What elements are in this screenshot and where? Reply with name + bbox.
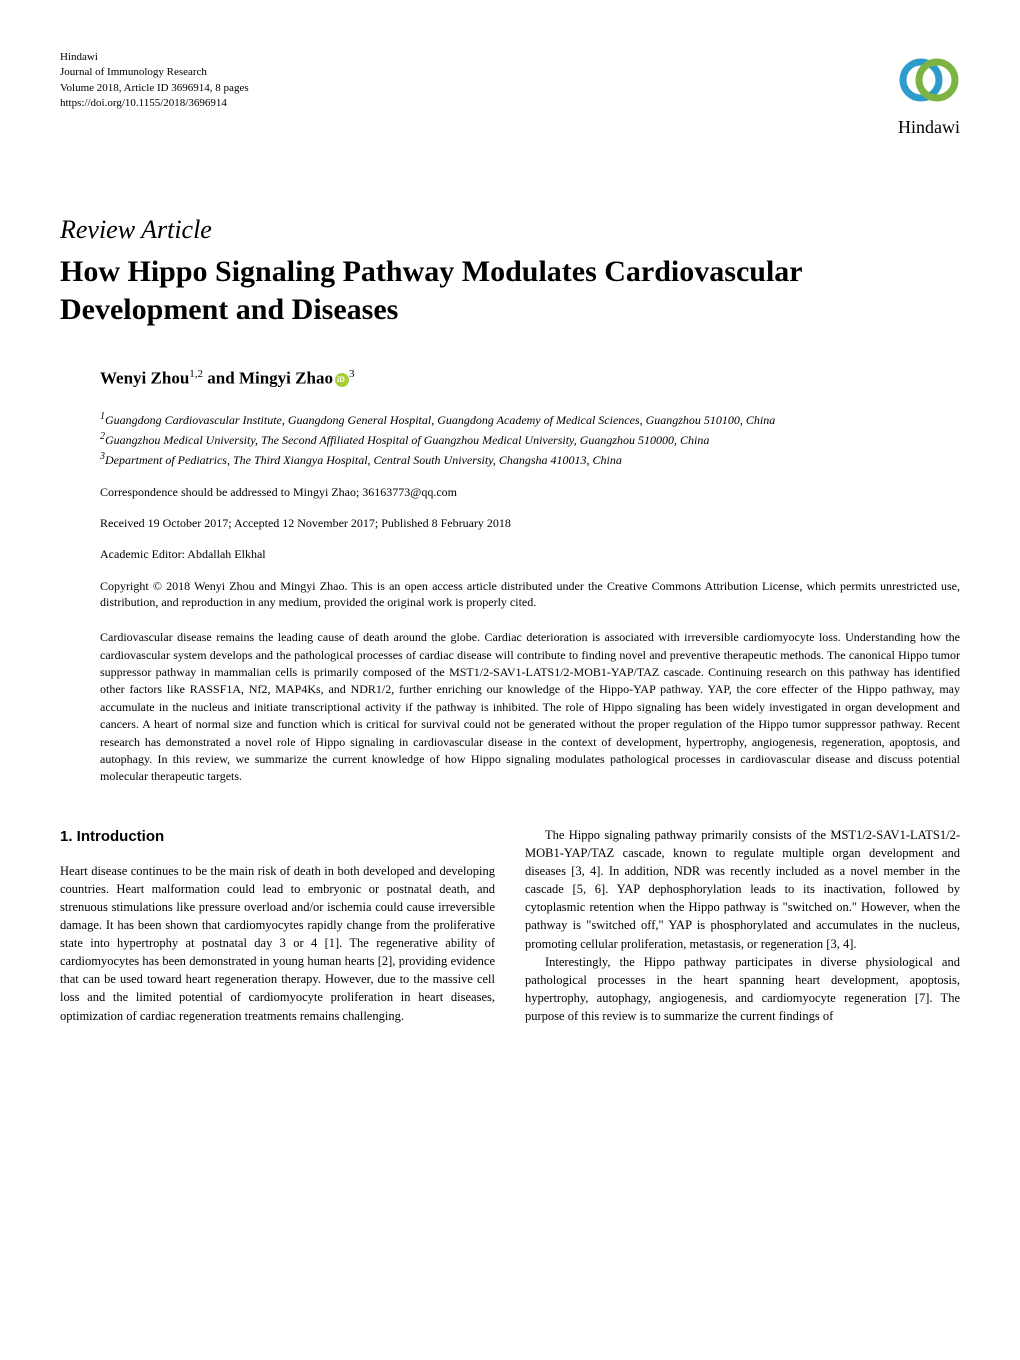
article-type: Review Article [60,215,960,245]
right-column: The Hippo signaling pathway primarily co… [525,826,960,1025]
publisher-name: Hindawi [60,50,960,65]
section-heading: 1. Introduction [60,826,495,848]
orcid-icon [335,373,349,387]
academic-editor: Academic Editor: Abdallah Elkhal [100,547,960,562]
publication-dates: Received 19 October 2017; Accepted 12 No… [100,516,960,531]
left-column: 1. Introduction Heart disease continues … [60,826,495,1025]
correspondence: Correspondence should be addressed to Mi… [100,485,960,500]
article-title: How Hippo Signaling Pathway Modulates Ca… [60,253,960,328]
authors-line: Wenyi Zhou1,2 and Mingyi Zhao 3 [100,368,960,389]
author-1: Wenyi Zhou [100,369,189,388]
author-1-affil: 1,2 [189,368,203,380]
doi-link: https://doi.org/10.1155/2018/3696914 [60,96,960,111]
abstract-text: Cardiovascular disease remains the leadi… [100,629,960,786]
affiliations: 1Guangdong Cardiovascular Institute, Gua… [100,409,960,469]
affiliation-3: 3Department of Pediatrics, The Third Xia… [100,449,960,469]
author-2-affil: 3 [349,368,355,380]
author-connector: and Mingyi Zhao [203,369,333,388]
affiliation-1: 1Guangdong Cardiovascular Institute, Gua… [100,409,960,429]
body-paragraph: The Hippo signaling pathway primarily co… [525,826,960,953]
publisher-logo: Hindawi [898,50,960,138]
volume-info: Volume 2018, Article ID 3696914, 8 pages [60,81,960,96]
body-columns: 1. Introduction Heart disease continues … [60,826,960,1025]
body-paragraph: Interestingly, the Hippo pathway partici… [525,953,960,1026]
header-section: Hindawi Journal of Immunology Research V… [60,50,960,170]
logo-text: Hindawi [898,117,960,138]
hindawi-logo-icon [899,50,959,110]
affiliation-2: 2Guangzhou Medical University, The Secon… [100,429,960,449]
body-paragraph: Heart disease continues to be the main r… [60,862,495,1025]
journal-name: Journal of Immunology Research [60,65,960,80]
journal-info: Hindawi Journal of Immunology Research V… [60,50,960,112]
copyright-notice: Copyright © 2018 Wenyi Zhou and Mingyi Z… [100,578,960,612]
